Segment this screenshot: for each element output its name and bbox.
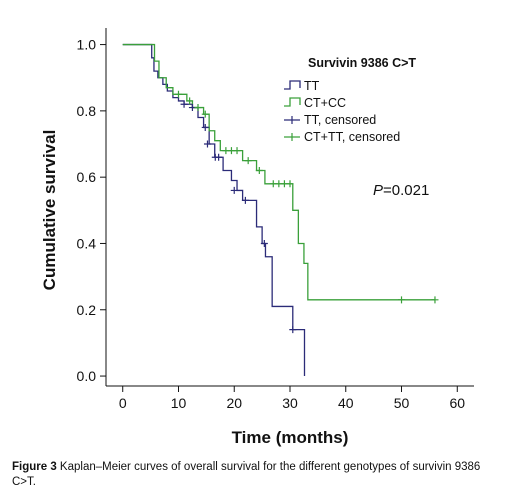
legend-label: TT, censored [304,113,376,127]
censor-mark-ct [194,104,202,112]
legend-title: Survivin 9386 C>T [308,56,416,70]
legend-label: CT+TT, censored [304,130,400,144]
censor-mark-ct [201,110,209,118]
censor-mark-tt [260,239,268,247]
x-tick-label: 0 [119,395,127,411]
censor-mark-tt [241,196,249,204]
figure-label: Figure 3 [12,461,57,473]
censor-mark-ct [233,147,241,155]
censor-mark-tt [180,100,188,108]
censor-mark-tt [203,140,211,148]
y-tick-label: 1.0 [77,37,97,53]
legend-label: CT+CC [304,96,346,110]
x-tick-label: 50 [394,395,410,411]
y-tick-label: 0.2 [77,302,97,318]
censor-mark-tt [289,326,297,334]
x-tick-label: 60 [449,395,465,411]
censor-layer [174,90,439,334]
censor-mark-ct [186,97,194,105]
survival-chart: 0 10 20 30 40 50 60 0.0 0.2 0.4 0.6 0.8 1.0 Cumulati… [40,28,474,447]
y-tick-label: 0.4 [77,235,97,251]
tick-layer: 0 10 20 30 40 50 60 0.0 0.2 0.4 0.6 0.8 1.0 [77,37,466,411]
p-value-text: =0.021 [383,182,429,199]
x-tick-label: 20 [226,395,242,411]
censor-mark-tt [215,153,223,161]
p-value-symbol: P [373,182,383,199]
y-tick-label: 0.8 [77,103,97,119]
caption-text: Kaplan–Meier curves of overall survival … [12,461,481,488]
censor-mark-ct [286,180,294,188]
legend-swatch [284,133,300,141]
y-tick-label: 0.6 [77,169,97,185]
legend-swatch [284,116,300,124]
censor-mark-tt [201,123,209,131]
censor-mark-tt [230,186,238,194]
censor-mark-ct [174,90,182,98]
y-tick-label: 0.0 [77,368,97,384]
censor-mark-ct [244,157,252,165]
x-tick-label: 40 [338,395,354,411]
censor-mark-ct [431,296,439,304]
x-axis-title: Time (months) [232,428,349,447]
survival-curve-ct-cc [122,43,435,301]
legend-label: TT [304,79,320,93]
y-axis-title: Cumulative survival [40,130,59,291]
legend-swatch [284,97,301,107]
legend-swatch [284,80,301,90]
censor-mark-ct [255,167,263,175]
curve-layer [122,43,435,377]
p-value-annotation: P=0.021 [373,182,429,199]
survival-curve-tt [122,43,306,377]
figure-caption: Figure 3 Kaplan–Meier curves of overall … [12,460,496,490]
x-tick-label: 30 [282,395,298,411]
x-tick-label: 10 [171,395,187,411]
censor-mark-ct [398,296,406,304]
legend: Survivin 9386 C>T TT CT+CC TT, censored CT+… [284,56,416,144]
